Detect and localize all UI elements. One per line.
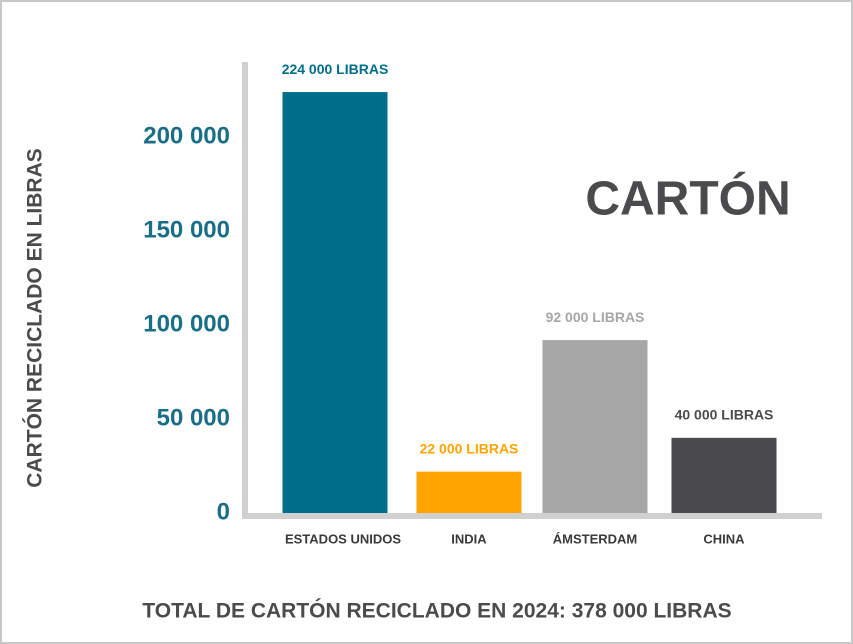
x-tick-label: ÁMSTERDAM [553,531,638,546]
value-label: 22 000 LIBRAS [420,440,519,456]
y-tick-label: 150 000 [143,216,230,243]
x-tick-label: ESTADOS UNIDOS [285,531,401,546]
y-tick-label: 50 000 [157,404,230,431]
bar [416,471,522,513]
x-tick-label: CHINA [703,531,745,546]
value-label: 224 000 LIBRAS [282,61,389,77]
footer: TOTAL DE CARTÓN RECICLADO EN 2024: 378 0… [142,599,731,623]
value-label: 92 000 LIBRAS [546,309,645,325]
bar [542,340,648,513]
y-tick-label: 100 000 [143,310,230,337]
bar [671,437,777,513]
chart-title: CARTÓN [585,171,790,226]
y-tick-label: 0 [217,498,230,525]
value-label: 40 000 LIBRAS [675,407,774,423]
y-tick-label: 200 000 [143,123,230,150]
x-tick-label: INDIA [451,531,487,546]
y-axis-label: CARTÓN RECICLADO EN LIBRAS [23,148,47,488]
bar [282,92,388,514]
